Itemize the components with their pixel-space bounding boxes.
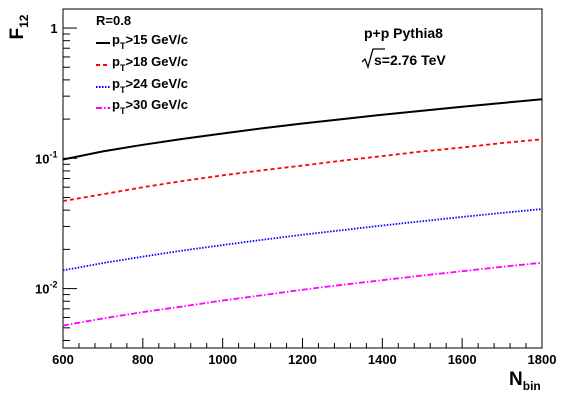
x-tick-label: 1000 — [208, 352, 237, 367]
series-line-3 — [62, 208, 543, 272]
y-axis-label: F12 — [7, 14, 31, 39]
y-tick-label: 10-1 — [35, 149, 57, 166]
energy-value: =2.76 TeV — [382, 52, 447, 68]
x-tick-label: 1400 — [368, 352, 397, 367]
series-layer — [62, 98, 543, 327]
y-axis-ticks: 10-2 10-1 1 — [35, 21, 77, 341]
x-tick-label: 1200 — [288, 352, 317, 367]
x-tick-label: 1600 — [448, 352, 477, 367]
series-line-4 — [62, 261, 543, 327]
series-line-1 — [62, 98, 543, 161]
system-annotation: p+p Pythia8 — [364, 25, 443, 41]
svg-text:s=2.76 TeV: s=2.76 TeV — [374, 52, 446, 68]
x-axis-ticks: 600 800 1000 1200 1400 1600 1800 — [52, 338, 556, 367]
sqrt-symbol — [361, 48, 385, 70]
x-tick-label: 600 — [52, 352, 74, 367]
y-axis-label-sub: 12 — [17, 14, 31, 28]
x-tick-label: 1800 — [528, 352, 557, 367]
legend-label-2: pT>18 GeV/c — [112, 54, 188, 73]
legend-label-4: pT>30 GeV/c — [112, 97, 188, 116]
legend: pT>15 GeV/c pT>18 GeV/c pT>24 GeV/c pT>30 G… — [96, 32, 188, 116]
y-axis-label-main: F — [7, 28, 28, 40]
series-line-2 — [62, 138, 543, 202]
x-axis-label: Nbin — [509, 369, 541, 393]
legend-label-3: pT>24 GeV/c — [112, 76, 188, 95]
svg-text:F12: F12 — [7, 14, 31, 39]
y-tick-label: 1 — [50, 21, 57, 36]
radius-annotation: R=0.8 — [96, 13, 131, 28]
y-tick-label: 10-2 — [35, 280, 57, 297]
energy-sqrt-arg: s — [374, 52, 382, 68]
x-axis-label-main: N — [509, 369, 523, 390]
x-tick-label: 800 — [132, 352, 154, 367]
energy-annotation: s=2.76 TeV — [361, 48, 446, 70]
x-axis-label-sub: bin — [523, 379, 541, 393]
legend-label-1: pT>15 GeV/c — [112, 32, 188, 51]
